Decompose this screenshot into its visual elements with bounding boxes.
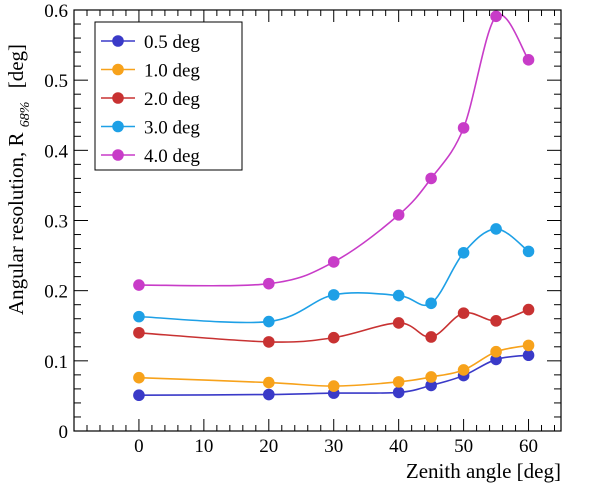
y-tick-label: 0.1 bbox=[44, 352, 68, 373]
series-4-point bbox=[457, 122, 470, 134]
series-3-point bbox=[425, 297, 437, 310]
x-tick-label: 50 bbox=[454, 436, 473, 457]
series-line-1 bbox=[138, 344, 529, 387]
x-tick-label: 40 bbox=[389, 436, 408, 457]
series-0-point bbox=[425, 379, 437, 392]
series-1-point bbox=[425, 371, 437, 383]
series-2-point bbox=[425, 331, 437, 343]
series-3-point bbox=[263, 315, 275, 328]
legend-marker bbox=[112, 35, 124, 47]
series-markers bbox=[133, 10, 535, 402]
legend-label: 0.5 deg bbox=[144, 32, 200, 53]
series-0-point bbox=[522, 349, 535, 362]
series-1-point bbox=[133, 371, 145, 384]
y-tick-label: 0.5 bbox=[44, 71, 68, 92]
series-2-point bbox=[263, 336, 275, 348]
series-4-point bbox=[425, 172, 437, 185]
y-tick-label: 0.4 bbox=[44, 141, 68, 162]
legend-label: 1.0 deg bbox=[144, 61, 200, 82]
series-4-point bbox=[133, 279, 145, 291]
series-1-point bbox=[327, 380, 340, 392]
y-axis-label-unit: [deg] bbox=[4, 44, 28, 88]
y-axis-label-main: Angular resolution, R bbox=[4, 132, 28, 315]
series-0-point bbox=[133, 389, 145, 402]
x-tick-label: 60 bbox=[519, 436, 538, 457]
legend-marker bbox=[112, 63, 124, 76]
series-0-point bbox=[392, 386, 405, 399]
series-3-point bbox=[490, 223, 502, 235]
series-3-point bbox=[392, 289, 405, 302]
series-3-point bbox=[522, 245, 535, 258]
y-axis-label-subscript: 68% bbox=[18, 102, 33, 128]
x-tick-label: 0 bbox=[134, 436, 144, 457]
legend-marker bbox=[112, 92, 124, 104]
series-1-point bbox=[490, 345, 502, 358]
series-2-point bbox=[327, 331, 340, 344]
series-1-point bbox=[522, 339, 535, 352]
axes: 0 10 20 30 40 50 60 0 0.1 0.2 0.3 0.4 0.5 0.6 bbox=[44, 1, 562, 457]
series-3-point bbox=[133, 310, 145, 323]
series-2-point bbox=[490, 315, 502, 327]
series-3-point bbox=[327, 289, 340, 301]
legend: 0.5 deg 1.0 deg 2.0 deg 3.0 deg 4.0 deg bbox=[94, 21, 243, 171]
series-2-point bbox=[392, 317, 405, 329]
legend-marker bbox=[112, 149, 124, 161]
x-tick-label: 30 bbox=[324, 436, 343, 457]
x-tick-label: 10 bbox=[194, 436, 213, 457]
series-1-point bbox=[263, 376, 275, 389]
legend-label: 4.0 deg bbox=[144, 146, 200, 167]
series-4-point bbox=[263, 277, 275, 290]
series-4-point bbox=[490, 10, 502, 23]
series-2-point bbox=[457, 307, 470, 319]
y-tick-label: 0.2 bbox=[44, 282, 68, 303]
series-2-point bbox=[133, 326, 145, 339]
x-tick-label: 20 bbox=[259, 436, 278, 457]
series-line-3 bbox=[138, 228, 530, 324]
y-tick-label: 0 bbox=[59, 422, 69, 443]
series-4-point bbox=[522, 54, 535, 66]
legend-marker bbox=[112, 120, 124, 133]
y-tick-label: 0.6 bbox=[44, 1, 68, 22]
legend-label: 3.0 deg bbox=[144, 118, 200, 139]
series-4-point bbox=[327, 256, 340, 268]
series-4-point bbox=[392, 209, 405, 221]
series-1-point bbox=[457, 364, 470, 376]
y-tick-label: 0.3 bbox=[44, 212, 68, 233]
series-1-point bbox=[392, 376, 405, 388]
y-axis-label: Angular resolution, R 68% [deg] bbox=[4, 44, 34, 315]
series-0-point bbox=[263, 388, 275, 401]
series-3-point bbox=[457, 246, 470, 259]
legend-label: 2.0 deg bbox=[144, 89, 200, 110]
x-axis-label: Zenith angle [deg] bbox=[406, 459, 561, 483]
series-2-point bbox=[522, 303, 535, 316]
